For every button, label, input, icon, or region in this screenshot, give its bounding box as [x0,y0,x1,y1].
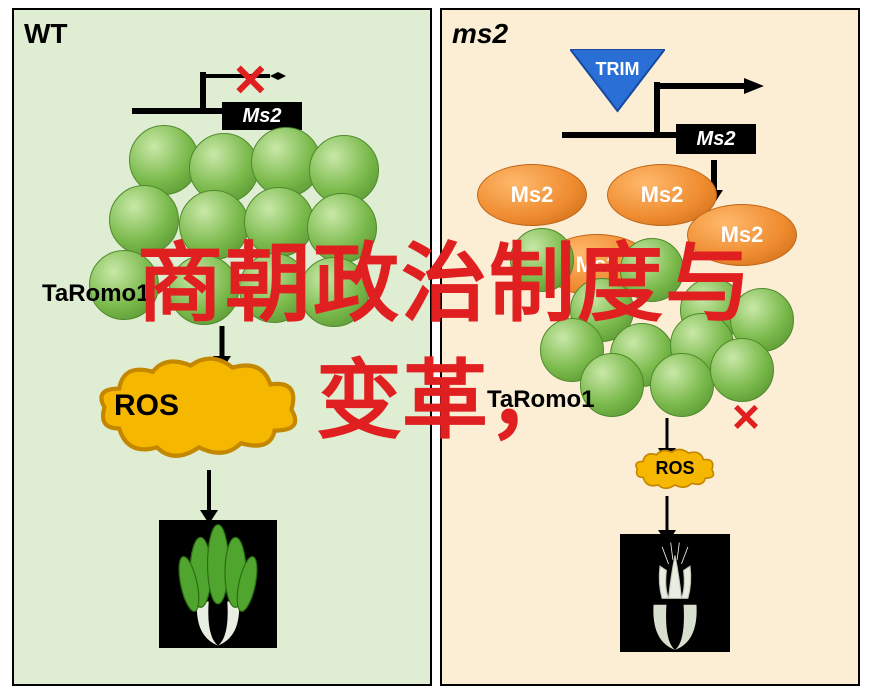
overlay-text-line2: 变革， [30,330,860,455]
spikelet-photo-ms2 [620,534,730,652]
overlay-text-line1: 商朝政治制度与 [30,213,860,338]
svg-text:TRIM: TRIM [595,59,639,79]
arrow-to-photo-wt [194,470,224,526]
gene-box-ms2-mut: Ms2 [676,124,756,154]
panel-title-ms2: ms2 [452,18,508,50]
panel-title-wt: WT [24,18,68,50]
spikelet-photo-wt [159,520,277,648]
spikelet-sterile-icon [620,534,730,652]
red-x-wt: × [234,46,267,111]
spikelet-fertile-icon [159,520,277,648]
trim-insertion-icon: TRIM [570,49,665,121]
gene-label-ms2: Ms2 [697,128,736,151]
tss-arrow-ms2 [654,76,768,100]
ros-label-ms2: ROS [630,458,720,479]
